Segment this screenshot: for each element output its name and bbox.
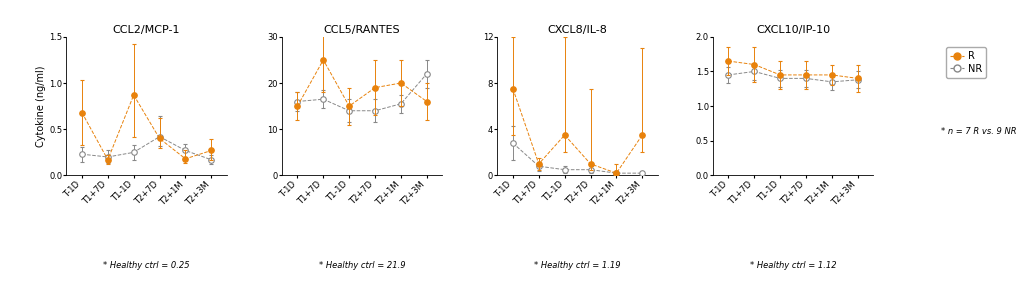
Y-axis label: Cytokine (ng/ml): Cytokine (ng/ml) — [37, 65, 46, 147]
Title: CCL5/RANTES: CCL5/RANTES — [324, 25, 401, 35]
Title: CXCL8/IL-8: CXCL8/IL-8 — [548, 25, 607, 35]
Text: * Healthy ctrl = 21.9: * Healthy ctrl = 21.9 — [319, 261, 406, 271]
Legend: R, NR: R, NR — [945, 47, 986, 78]
Title: CXCL10/IP-10: CXCL10/IP-10 — [756, 25, 830, 35]
Text: * n = 7 R vs. 9 NR: * n = 7 R vs. 9 NR — [941, 127, 1017, 136]
Title: CCL2/MCP-1: CCL2/MCP-1 — [112, 25, 180, 35]
Text: * Healthy ctrl = 0.25: * Healthy ctrl = 0.25 — [103, 261, 190, 271]
Text: * Healthy ctrl = 1.12: * Healthy ctrl = 1.12 — [750, 261, 836, 271]
Text: * Healthy ctrl = 1.19: * Healthy ctrl = 1.19 — [535, 261, 621, 271]
